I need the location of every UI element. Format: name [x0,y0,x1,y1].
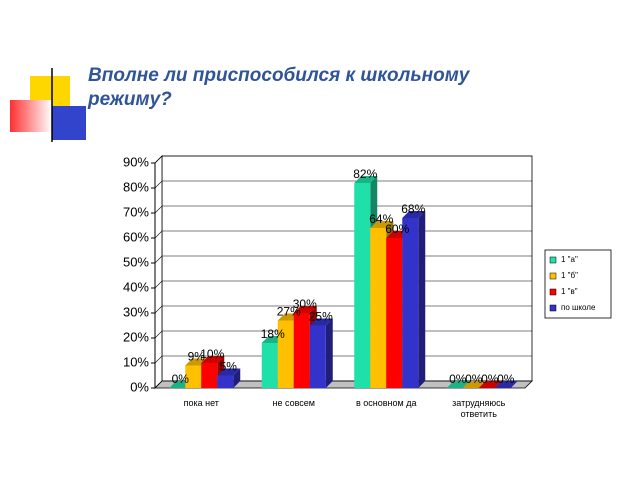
bar [309,325,326,388]
bar-side [325,318,333,388]
bar-top [309,318,333,326]
y-tick-label: 70% [123,204,149,219]
bar-top [494,381,518,388]
grid-line [154,205,532,214]
bar-top [446,381,470,388]
bar-top [217,368,241,376]
y-tick-label: 0% [130,379,149,394]
bar-top [293,306,317,313]
data-label: 68% [401,202,425,216]
legend-swatch [549,256,557,264]
legend-label: 1 "а" [561,255,578,264]
bar-top [201,356,225,363]
data-label: 60% [385,222,409,236]
y-tick-label: 10% [123,354,149,369]
data-label: 30% [293,297,317,311]
x-tick-label: затрудняюсь ответить [452,398,506,419]
legend-swatch [549,272,557,280]
x-tick-label: не совсем [272,398,315,408]
bar-top [354,176,378,183]
bar-top [370,221,394,228]
data-label: 0% [481,372,499,386]
y-tick-label: 20% [123,329,149,344]
bar [402,218,419,388]
data-label: 10% [200,347,224,361]
y-tick-label: 50% [123,254,149,269]
legend-label: 1 "б" [561,271,578,280]
bar [261,343,278,388]
data-label: 9% [188,350,206,364]
bar [185,365,202,388]
legend-swatch [549,288,557,296]
bar [217,375,234,388]
bar-top [402,211,426,218]
x-tick-label: в основном да [356,398,417,408]
bar [370,228,387,388]
bar [293,313,310,388]
y-tick-label: 90% [123,154,149,169]
decor-square [52,106,86,140]
slide-title: Вполне ли приспособился к школьному режи… [88,65,470,110]
bar-side [233,368,241,388]
bar [354,183,371,388]
bar-side [418,211,426,388]
bar [201,363,218,388]
y-tick-label: 80% [123,179,149,194]
y-tick-label: 60% [123,229,149,244]
y-tick-label: 40% [123,279,149,294]
data-label: 82% [353,167,377,181]
bar-top [478,381,502,388]
bar [277,320,294,388]
data-label: 0% [497,372,515,386]
data-label: 5% [220,360,238,374]
legend-label: по школе [561,303,596,312]
data-label: 27% [277,305,301,319]
decor-square [10,100,52,132]
x-tick-label: пока нет [183,398,219,408]
grid-line [154,155,532,164]
data-label: 0% [465,372,483,386]
data-label: 64% [369,212,393,226]
legend-label: 1 "в" [561,287,578,296]
bar-top [462,381,486,388]
grid-line [154,180,532,189]
data-label: 0% [449,372,467,386]
data-label: 18% [261,327,285,341]
data-label: 25% [309,310,333,324]
legend-swatch [549,304,557,312]
side-wall [154,155,163,389]
bar [386,238,403,388]
y-tick-label: 30% [123,304,149,319]
data-label: 0% [172,372,190,386]
